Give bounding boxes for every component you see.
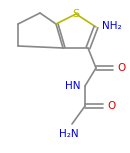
Text: S: S: [72, 9, 80, 19]
Text: NH₂: NH₂: [102, 21, 122, 31]
Text: HN: HN: [65, 81, 81, 91]
Text: O: O: [117, 63, 125, 73]
Text: H₂N: H₂N: [59, 129, 79, 139]
Text: O: O: [107, 101, 115, 111]
